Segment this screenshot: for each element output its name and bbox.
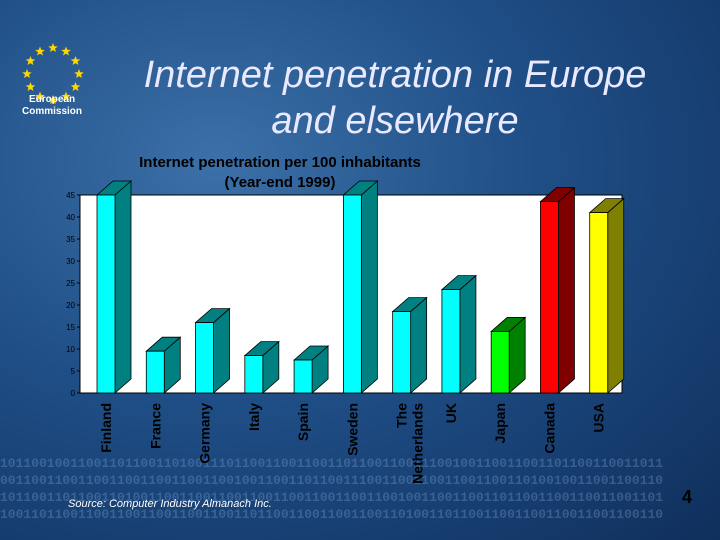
chart-title-line1: Internet penetration per 100 inhabitants (139, 154, 421, 171)
bar-side (114, 180, 132, 394)
slide-title-line2: and elsewhere (271, 100, 519, 142)
star-icon (25, 56, 36, 66)
x-tick-label: Italy (246, 403, 262, 431)
star-icon (22, 69, 32, 79)
y-tick-label: 25 (66, 279, 75, 288)
star-icon (48, 43, 58, 53)
star-icon (70, 82, 81, 92)
bar-germany (194, 307, 231, 394)
bar-sweden (342, 180, 379, 394)
bar-finland (95, 180, 133, 394)
x-tick-label: Germany (197, 403, 213, 464)
logo-label: European Commission (10, 94, 94, 118)
star-icon (61, 91, 71, 101)
bar-usa (588, 197, 625, 394)
x-tick-label: TheNetherlands (394, 403, 426, 484)
slide-title-line1: Internet penetration in Europe (143, 54, 647, 96)
star-icon (61, 46, 71, 56)
bar-front (490, 330, 510, 394)
x-tick-label: Finland (98, 403, 114, 453)
bar-front (145, 350, 165, 394)
x-tick-label: Spain (295, 403, 311, 441)
logo-label-line2: Commission (21, 106, 82, 117)
star-icon (25, 82, 36, 92)
bar-side (360, 180, 378, 394)
star-icon (70, 56, 81, 66)
star-icon (74, 69, 84, 79)
bar-canada (539, 186, 576, 394)
bar-spain (293, 345, 330, 394)
slide-title: Internet penetration in Europe and elsew… (95, 52, 695, 144)
chart-title: Internet penetration per 100 inhabitants… (70, 153, 490, 193)
binary-line: 0011001100110011001100110011001001100110… (0, 473, 664, 488)
y-tick-label: 30 (66, 257, 75, 266)
binary-background-pattern: 1011001001100110110011010011101100110011… (0, 455, 720, 540)
y-tick-label: 15 (66, 323, 75, 332)
bar-front (195, 322, 214, 394)
x-tick-label: UK (443, 403, 459, 423)
star-icon (35, 91, 45, 101)
bar-side (459, 274, 477, 394)
y-tick-label: 20 (66, 301, 75, 310)
x-tick-label: France (147, 403, 163, 449)
x-tick-label: Canada (541, 403, 557, 454)
y-tick-label: 45 (66, 191, 75, 200)
bar-side (410, 296, 428, 394)
bar-front (441, 289, 461, 394)
star-icon (35, 46, 45, 56)
bar-france (145, 336, 182, 394)
bar-italy (243, 340, 280, 394)
bar-side (558, 186, 575, 394)
x-tick-label: USA (591, 403, 607, 433)
bar-front (342, 194, 362, 394)
x-tick-label: Japan (492, 403, 508, 443)
star-icon (48, 95, 58, 105)
binary-line: 1011001101100110100110011001100110011001… (0, 490, 664, 505)
x-tick-label: Sweden (344, 403, 360, 456)
chart-title-line2: (Year-end 1999) (224, 174, 336, 191)
bar-front (244, 355, 264, 394)
bar-side (607, 197, 625, 394)
bar-front (96, 194, 116, 394)
bar-the-netherlands (391, 296, 428, 394)
bar-front (392, 311, 412, 394)
binary-line: 1001101100110011001100110011001101100110… (0, 507, 664, 522)
y-tick-label: 5 (71, 367, 76, 376)
binary-line: 1011001001100110110011010011101100110011… (0, 456, 664, 471)
page-number: 4 (682, 487, 693, 507)
y-tick-label: 10 (66, 345, 75, 354)
eu-stars-logo-icon (22, 43, 84, 105)
y-tick-label: 40 (66, 213, 75, 222)
y-tick-label: 35 (66, 235, 75, 244)
bar-japan (490, 316, 527, 394)
bar-side (213, 307, 230, 394)
bar-front (589, 212, 609, 394)
bar-front (293, 359, 313, 394)
bar-uk (440, 274, 477, 394)
bar-front (540, 201, 559, 394)
y-tick-label: 0 (71, 389, 76, 398)
source-note: Source: Computer Industry Almanach Inc. (68, 498, 272, 510)
logo-label-line1: European (28, 94, 76, 105)
